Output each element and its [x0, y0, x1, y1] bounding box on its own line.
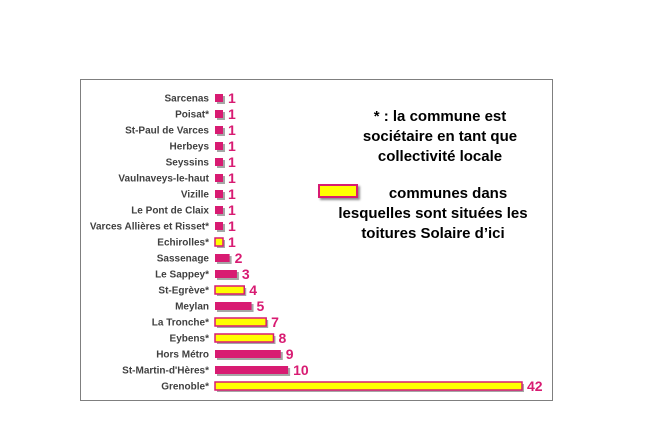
legend-text: communes dans lesquelles sont situées le… — [338, 185, 528, 242]
value-label: 1 — [228, 138, 236, 154]
value-label: 5 — [257, 298, 265, 314]
bar — [215, 190, 223, 198]
category-label: Le Pont de Claix — [131, 206, 209, 217]
category-label: Varces Allières et Risset* — [90, 222, 209, 233]
bar — [214, 317, 267, 327]
value-label: 7 — [271, 314, 279, 330]
bar — [215, 142, 223, 150]
value-label: 9 — [286, 346, 294, 362]
bar-chart: Sarcenas 1 Poisat* 1 St-Paul de Varces 1 Herbe… — [90, 90, 543, 394]
value-label: 1 — [228, 106, 236, 122]
asterisk-note: * : la commune est sociétaire en tant qu… — [362, 108, 518, 165]
bar — [215, 206, 223, 214]
bar — [215, 302, 252, 310]
bar — [214, 381, 523, 391]
value-label: 1 — [228, 154, 236, 170]
value-label: 8 — [278, 330, 286, 346]
value-label: 1 — [228, 234, 236, 250]
bar — [215, 270, 237, 278]
bar — [215, 174, 223, 182]
value-label: 3 — [242, 266, 250, 282]
category-label: Meylan — [175, 302, 209, 313]
bar — [214, 285, 245, 295]
category-label: Le Sappey* — [155, 270, 209, 281]
category-label: Vaulnaveys-le-haut — [118, 174, 209, 185]
bar — [214, 237, 224, 247]
category-label: Sassenage — [157, 254, 210, 265]
bar — [215, 158, 223, 166]
category-label: St-Paul de Varces — [125, 126, 209, 137]
category-label: Grenoble* — [161, 382, 209, 393]
value-label: 42 — [527, 378, 543, 394]
value-label: 1 — [228, 218, 236, 234]
value-label: 10 — [293, 362, 309, 378]
bar — [215, 366, 289, 374]
category-label: Hors Métro — [156, 350, 209, 361]
chart-frame: Sarcenas 1 Poisat* 1 St-Paul de Varces 1 Herbe… — [80, 79, 553, 401]
category-label: St-Martin-d'Hères* — [122, 366, 209, 377]
value-label: 1 — [228, 122, 236, 138]
value-label: 1 — [228, 170, 236, 186]
value-label: 4 — [249, 282, 257, 298]
legend-swatch-highlighted — [318, 184, 358, 198]
category-label: Sarcenas — [165, 94, 210, 105]
bar — [215, 222, 223, 230]
bar — [215, 254, 230, 262]
bar — [215, 94, 223, 102]
category-label: Eybens* — [170, 334, 210, 345]
value-label: 1 — [228, 90, 236, 106]
bar — [215, 350, 281, 358]
category-label: Echirolles* — [157, 238, 209, 249]
category-label: Herbeys — [170, 142, 210, 153]
category-label: Vizille — [181, 190, 210, 201]
bar — [215, 126, 223, 134]
value-label: 1 — [228, 202, 236, 218]
bar — [214, 333, 275, 343]
category-label: Seyssins — [166, 158, 210, 169]
category-label: La Tronche* — [152, 318, 209, 329]
value-label: 1 — [228, 186, 236, 202]
value-label: 2 — [235, 250, 243, 266]
bar — [215, 110, 223, 118]
category-label: Poisat* — [175, 110, 209, 121]
category-label: St-Egrève* — [158, 286, 209, 297]
